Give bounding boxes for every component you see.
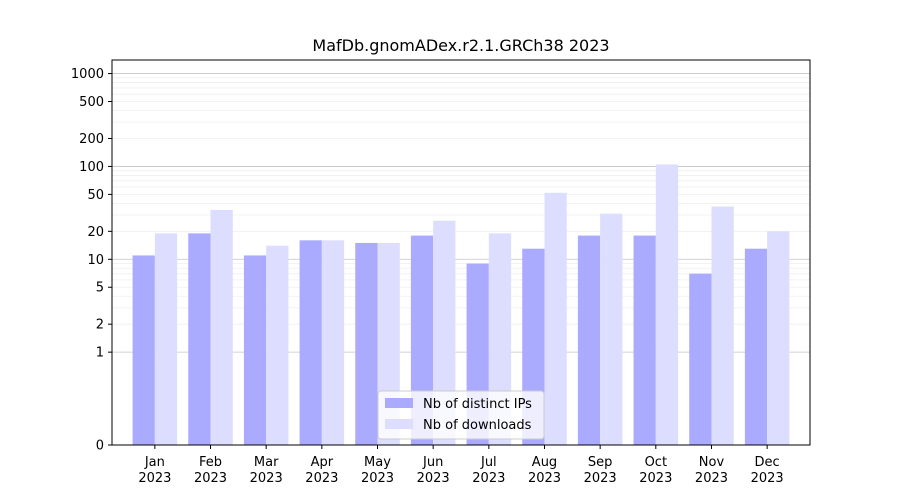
bar-distinct-ips: [577, 235, 601, 445]
bar-downloads: [711, 206, 734, 445]
y-tick-label: 50: [87, 188, 104, 203]
bar-downloads: [600, 213, 623, 445]
x-tick-label: Aug: [532, 455, 557, 470]
legend-label: Nb of distinct IPs: [423, 397, 532, 412]
bar-distinct-ips: [188, 233, 211, 445]
y-tick-label: 0: [96, 439, 104, 454]
x-tick-label: Sep: [588, 455, 613, 470]
bar-distinct-ips: [299, 240, 322, 445]
x-tick-label: Mar: [254, 455, 279, 470]
x-tick-label: 2023: [250, 471, 283, 486]
bar-downloads: [655, 164, 679, 446]
x-tick-label: 2023: [695, 471, 728, 486]
y-tick-label: 2: [96, 318, 104, 333]
legend-label: Nb of downloads: [423, 418, 532, 433]
y-tick-label: 500: [79, 95, 104, 110]
legend-swatch: [385, 419, 413, 429]
x-tick-label: 2023: [472, 471, 505, 486]
y-tick-label: 200: [79, 132, 104, 147]
x-tick-label: Apr: [311, 455, 334, 470]
bar-distinct-ips: [744, 248, 768, 445]
y-tick-label: 1000: [71, 67, 104, 82]
bar-downloads: [544, 192, 567, 445]
x-tick-label: 2023: [584, 471, 617, 486]
plot-frame: [111, 59, 811, 446]
x-tick-label: 2023: [639, 471, 672, 486]
x-tick-label: 2023: [417, 471, 450, 486]
legend-swatch: [385, 398, 413, 408]
bar-distinct-ips: [355, 242, 378, 445]
bar-distinct-ips: [689, 273, 712, 445]
axis-layer: 01251020501002005001000Jan2023Feb2023Mar…: [71, 67, 784, 486]
x-tick-label: Dec: [755, 455, 780, 470]
x-tick-label: Nov: [699, 455, 725, 470]
x-tick-label: 2023: [194, 471, 227, 486]
x-tick-label: Feb: [199, 455, 222, 470]
y-tick-label: 1: [96, 346, 104, 361]
y-tick-label: 100: [79, 160, 104, 175]
x-tick-label: May: [364, 455, 391, 470]
bar-downloads: [210, 209, 233, 445]
x-tick-label: 2023: [305, 471, 338, 486]
legend: Nb of distinct IPs Nb of downloads: [377, 390, 545, 440]
x-tick-label: Jan: [144, 455, 165, 470]
bar-downloads: [767, 231, 790, 445]
bar-distinct-ips: [243, 255, 267, 445]
bar-downloads: [266, 245, 289, 445]
x-tick-label: Jul: [480, 455, 497, 470]
bar-downloads: [321, 240, 345, 445]
x-tick-label: 2023: [751, 471, 784, 486]
x-tick-label: Jun: [422, 455, 443, 470]
y-tick-label: 10: [87, 253, 104, 268]
legend-box: [377, 390, 545, 440]
bar-distinct-ips: [633, 235, 656, 445]
y-tick-label: 5: [96, 281, 104, 296]
x-tick-label: 2023: [361, 471, 394, 486]
bar-distinct-ips: [132, 255, 155, 445]
bar-downloads: [154, 233, 178, 445]
y-tick-label: 20: [87, 225, 104, 240]
bar-downloads: [433, 220, 456, 445]
x-tick-label: Oct: [645, 455, 667, 470]
x-tick-label: 2023: [528, 471, 561, 486]
chart-title: MafDb.gnomADex.r2.1.GRCh38 2023: [312, 36, 609, 55]
x-tick-label: 2023: [138, 471, 171, 486]
